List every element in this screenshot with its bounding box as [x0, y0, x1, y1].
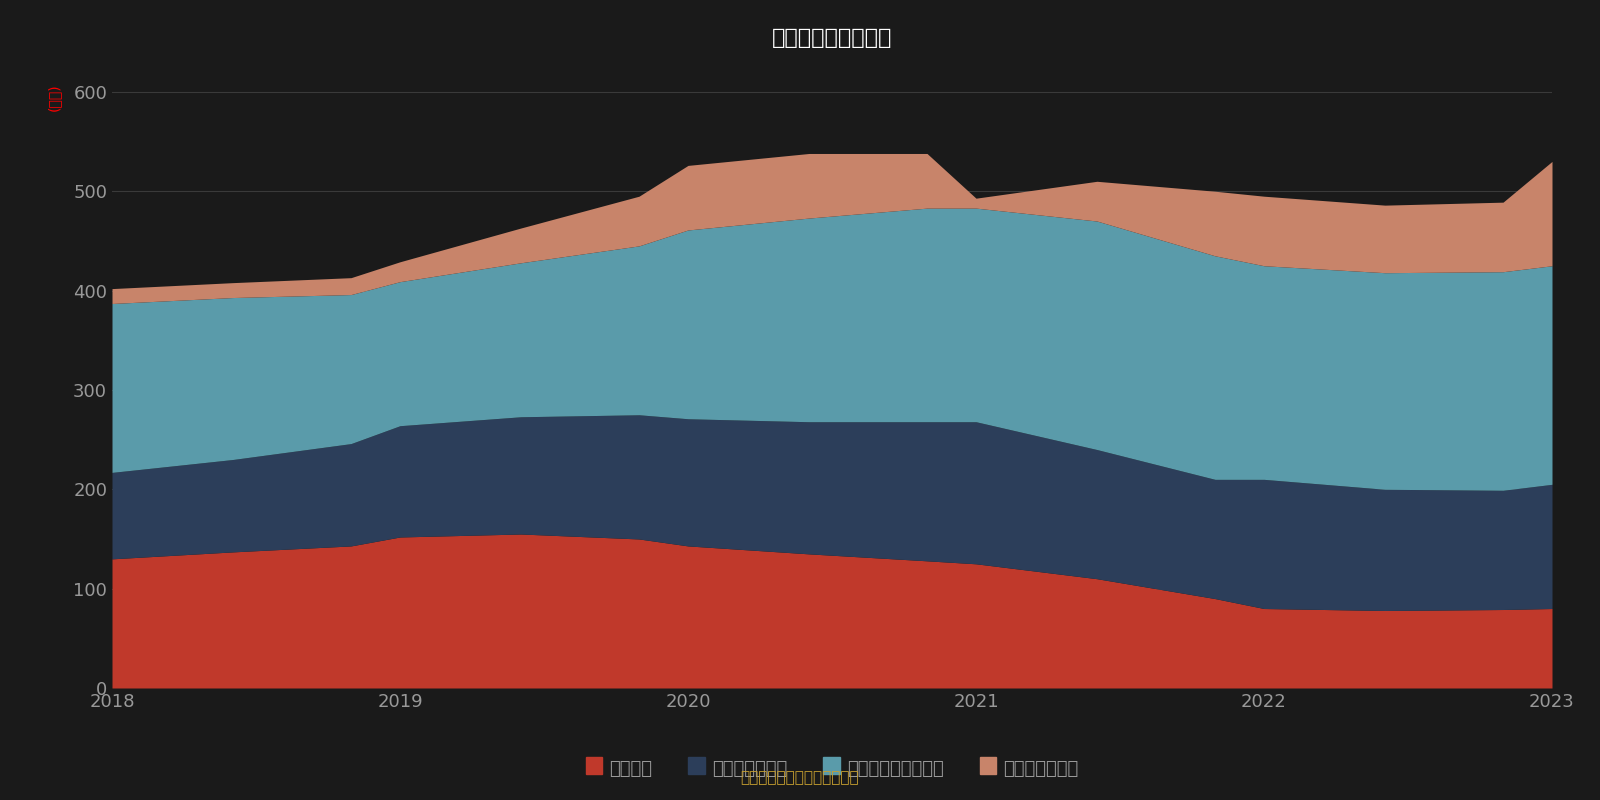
Legend: 应付债券, 代理买卖证券款, 卖出回购金融资产款, 应付短期融资款: 应付债券, 代理买卖证券款, 卖出回购金融资产款, 应付短期融资款: [586, 759, 1078, 778]
Title: 历年主要负债堆积图: 历年主要负债堆积图: [771, 28, 893, 48]
Text: (亿元): (亿元): [46, 83, 61, 110]
Text: 制图数据来自恒生聚源数据库: 制图数据来自恒生聚源数据库: [741, 770, 859, 786]
